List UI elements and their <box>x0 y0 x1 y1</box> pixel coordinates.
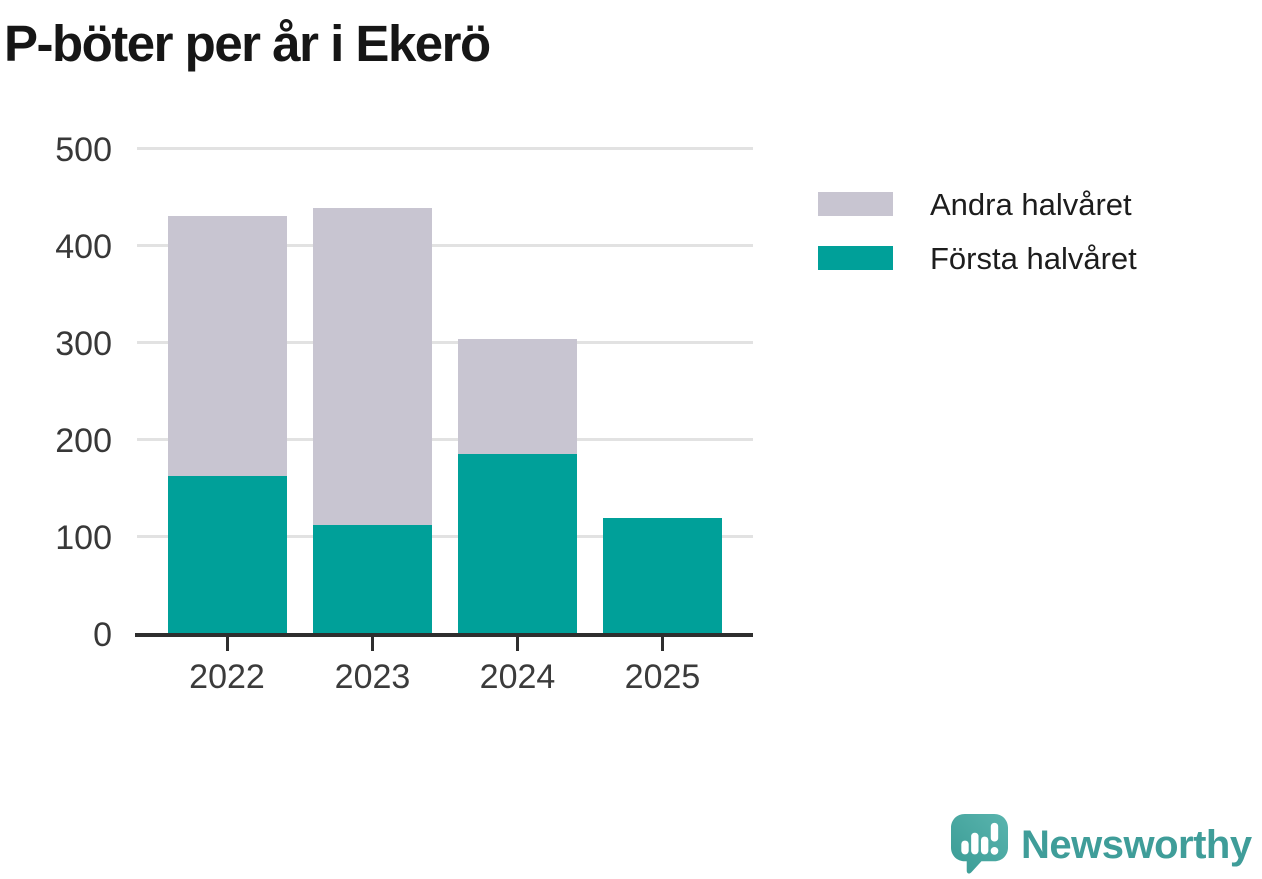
y-axis-label-200: 200 <box>55 422 112 460</box>
x-axis-label-2022: 2022 <box>189 658 265 696</box>
x-axis-tick-2025 <box>661 637 664 651</box>
newsworthy-speech-bubble-bar-chart-icon <box>951 814 1008 874</box>
newsworthy-logo: Newsworthy <box>951 814 1252 875</box>
legend-label: Första halvåret <box>930 240 1137 276</box>
y-axis-label-400: 400 <box>55 228 112 266</box>
bar-2023-andra-halvaret <box>313 208 432 526</box>
bar-2025-forsta-halvaret <box>603 517 722 633</box>
x-axis-label-2024: 2024 <box>479 658 556 696</box>
bar-2024-forsta-halvaret <box>458 453 577 633</box>
bar-2023-forsta-halvaret <box>313 525 432 633</box>
gridline-400 <box>137 244 753 247</box>
legend-swatch-andra-halvaret <box>818 192 893 216</box>
chart-title: P-böter per år i Ekerö <box>4 15 491 72</box>
gridline-200 <box>137 438 753 441</box>
x-axis-label-2025: 2025 <box>624 658 701 696</box>
legend-label: Andra halvåret <box>930 186 1132 222</box>
x-axis-line <box>135 633 753 637</box>
y-axis-label-500: 500 <box>55 131 112 169</box>
bar-2022-forsta-halvaret <box>167 475 287 633</box>
y-axis-label-100: 100 <box>55 519 112 557</box>
x-axis-tick-2023 <box>371 637 374 651</box>
gridline-100 <box>137 535 753 538</box>
x-axis-tick-2024 <box>516 637 519 651</box>
gridline-500 <box>137 147 753 150</box>
y-axis-label-0: 0 <box>93 616 112 654</box>
x-axis-tick-2022 <box>225 637 229 651</box>
x-axis-label-2023: 2023 <box>334 658 411 696</box>
y-axis-label-300: 300 <box>55 325 112 363</box>
legend-item-andra-halvaret: Andra halvåret <box>818 189 1132 220</box>
newsworthy-logo-text: Newsworthy <box>1021 822 1252 867</box>
bar-2022-andra-halvaret <box>167 215 287 476</box>
legend-swatch-forsta-halvaret <box>818 246 893 270</box>
bar-2024-andra-halvaret <box>458 339 577 454</box>
legend-item-forsta-halvaret: Första halvåret <box>818 243 1137 274</box>
gridline-300 <box>137 341 753 344</box>
